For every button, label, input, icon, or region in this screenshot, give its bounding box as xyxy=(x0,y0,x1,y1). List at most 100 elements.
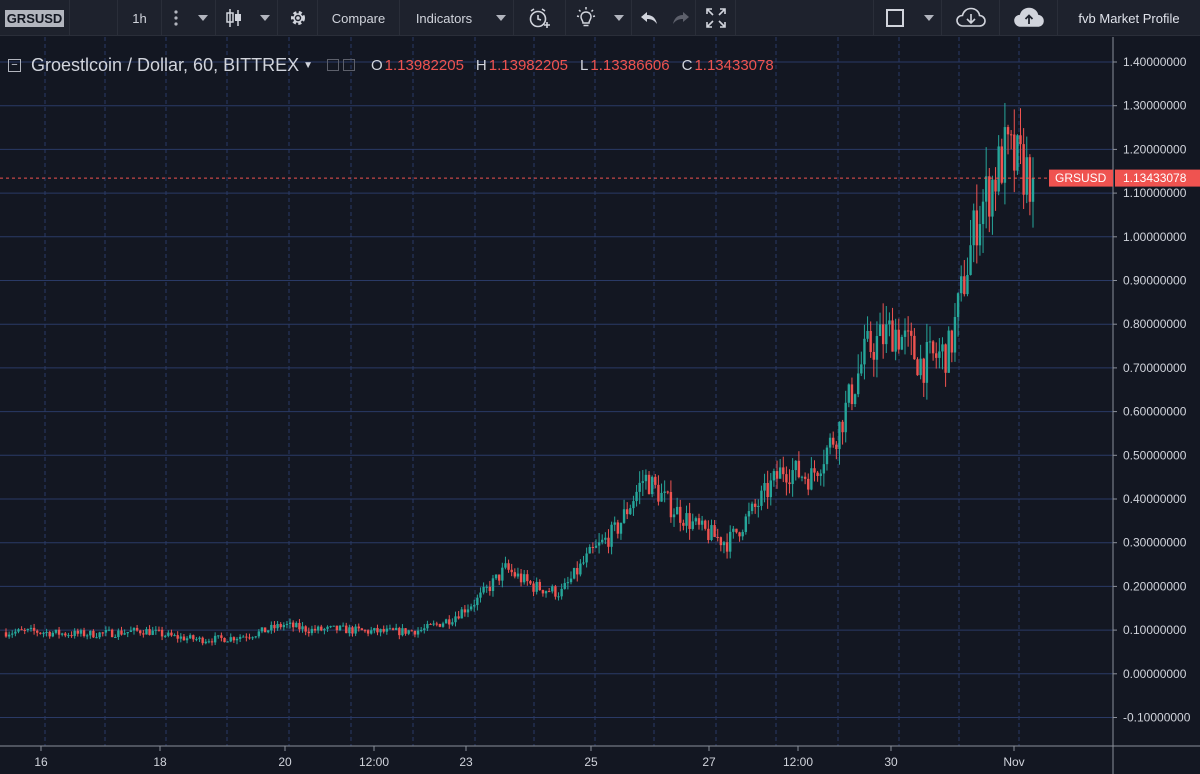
candle-body xyxy=(629,508,632,515)
high-label: H xyxy=(475,56,487,74)
time-tick-label: 30 xyxy=(884,755,898,769)
candle-body xyxy=(323,628,326,631)
candle-body xyxy=(217,635,220,637)
candle-body xyxy=(198,637,201,640)
candle-body xyxy=(604,537,607,540)
candle-body xyxy=(444,619,448,624)
candle-body xyxy=(326,626,329,629)
market-profile-label: fvb Market Profile xyxy=(1078,10,1180,26)
time-tick-label: 18 xyxy=(153,755,167,769)
candle-body xyxy=(632,501,635,509)
candle-body xyxy=(282,624,286,628)
candle-body xyxy=(938,351,941,358)
color-square-icon[interactable] xyxy=(874,0,916,36)
collapse-legend-icon[interactable]: − xyxy=(8,58,21,72)
candle-body xyxy=(145,629,148,635)
candle-body xyxy=(148,629,151,635)
candle-body xyxy=(251,637,254,639)
candle-body xyxy=(672,514,676,518)
candle-body xyxy=(438,623,442,627)
candle-body xyxy=(700,520,704,525)
candle-body xyxy=(516,573,520,577)
candle-body xyxy=(54,629,58,633)
candle-body xyxy=(14,631,17,634)
candle-body xyxy=(332,625,335,627)
candle-body xyxy=(373,628,376,631)
badge-symbol-label: GRSUSD xyxy=(1055,171,1107,185)
candle-body xyxy=(563,583,566,589)
candle-body xyxy=(107,629,111,631)
candle-body xyxy=(154,629,158,631)
candle-body xyxy=(878,324,882,337)
candle-body xyxy=(853,394,857,405)
candle-body xyxy=(897,329,900,350)
candle-body xyxy=(775,471,779,479)
candle-body xyxy=(232,637,236,641)
price-tick-label: 0.30000000 xyxy=(1123,536,1187,550)
candle-body xyxy=(988,176,991,217)
candle-body xyxy=(797,460,801,478)
bulb-dropdown-icon[interactable] xyxy=(606,0,632,36)
candle-body xyxy=(557,596,560,598)
candle-body xyxy=(963,276,966,295)
candle-body xyxy=(45,631,48,633)
compare-button[interactable]: Compare xyxy=(318,0,400,36)
interval-button[interactable]: 1h xyxy=(118,0,162,36)
candle-body xyxy=(79,630,83,634)
price-axis[interactable]: 1.40000000 1.30000000 1.20000000 1.10000000… xyxy=(1113,55,1191,725)
candle-body xyxy=(641,481,645,483)
candle-body xyxy=(947,330,950,373)
candle-body xyxy=(151,630,154,635)
legend-dropdown-icon[interactable]: ▼ xyxy=(303,59,313,71)
candle-body xyxy=(513,572,517,577)
candle-body xyxy=(835,444,838,450)
candle-body xyxy=(941,344,944,352)
more-options-icon[interactable] xyxy=(162,0,190,36)
candle-body xyxy=(788,482,791,485)
redo-icon[interactable] xyxy=(666,0,696,36)
gear-icon[interactable] xyxy=(278,0,318,36)
open-value: 1.13982205 xyxy=(384,56,464,74)
candle-body xyxy=(310,628,314,634)
candle-body xyxy=(910,330,913,336)
candle-body xyxy=(757,505,760,507)
candle-body xyxy=(76,630,79,634)
indicators-button[interactable]: Indicators xyxy=(400,0,488,36)
candle-body xyxy=(588,547,591,554)
hide-mini-icon[interactable] xyxy=(343,59,355,71)
price-chart[interactable]: 1.40000000 1.30000000 1.20000000 1.10000000… xyxy=(0,37,1200,774)
fullscreen-icon[interactable] xyxy=(696,0,736,36)
candles-icon[interactable] xyxy=(216,0,252,36)
interval-dropdown-icon[interactable] xyxy=(190,0,216,36)
candle-body xyxy=(48,631,51,637)
cloud-download-icon[interactable] xyxy=(942,0,1000,36)
bulb-icon[interactable] xyxy=(566,0,606,36)
settings-mini-icon[interactable] xyxy=(327,59,339,71)
symbol-search[interactable]: GRSUSD xyxy=(0,0,70,36)
cloud-upload-icon[interactable] xyxy=(1000,0,1058,36)
candle-body xyxy=(223,637,226,643)
candle-body xyxy=(451,622,454,625)
candle-body xyxy=(185,638,189,641)
candle-body xyxy=(435,623,438,625)
time-axis[interactable]: 16 18 20 12:00 23 25 27 12:00 30 Nov xyxy=(34,746,1025,769)
candle-body xyxy=(566,582,570,584)
candle-body xyxy=(164,635,167,637)
candle-body xyxy=(544,591,548,594)
candle-body xyxy=(844,402,847,433)
low-value: 1.13386606 xyxy=(590,56,670,74)
candle-body xyxy=(888,320,891,325)
badge-value-background xyxy=(1115,169,1200,187)
indicators-dropdown-icon[interactable] xyxy=(488,0,514,36)
undo-icon[interactable] xyxy=(632,0,666,36)
candle-body xyxy=(304,626,307,632)
alert-clock-icon[interactable] xyxy=(514,0,566,36)
chart-type-dropdown-icon[interactable] xyxy=(252,0,278,36)
price-tick-label: 1.10000000 xyxy=(1123,186,1187,200)
symbol-label: GRSUSD xyxy=(4,9,65,27)
market-profile-button[interactable]: fvb Market Profile xyxy=(1058,0,1200,36)
legend-title[interactable]: Groestlcoin / Dollar, 60, BITTREX xyxy=(31,54,300,75)
close-label: C xyxy=(681,56,693,74)
color-dropdown-icon[interactable] xyxy=(916,0,942,36)
candle-body xyxy=(457,616,460,619)
